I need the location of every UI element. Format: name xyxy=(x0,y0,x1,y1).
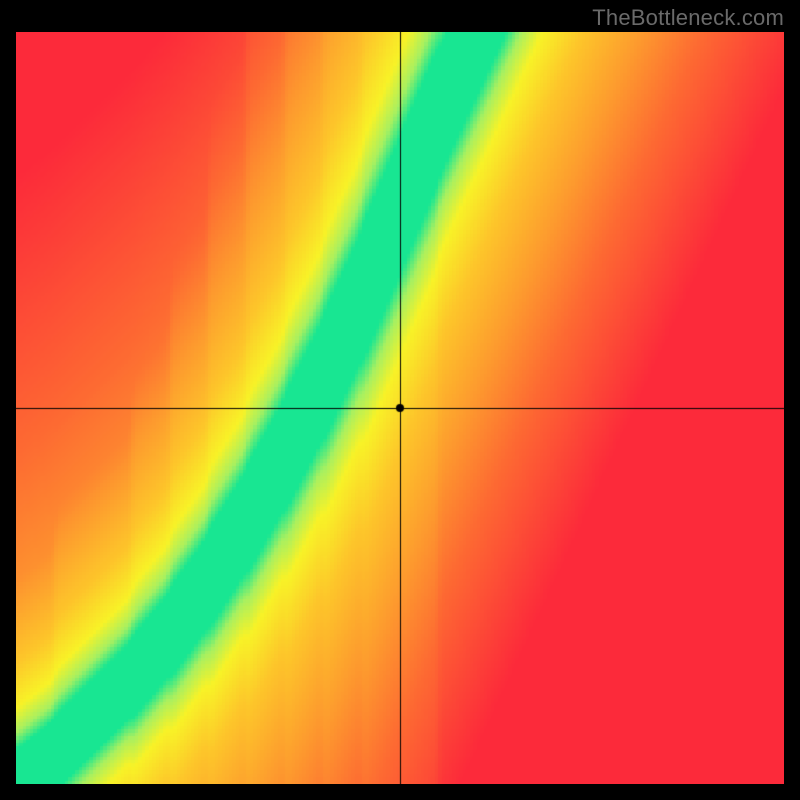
heatmap-canvas xyxy=(16,32,784,784)
heatmap-plot xyxy=(16,32,784,784)
watermark-text: TheBottleneck.com xyxy=(592,5,784,31)
chart-container: TheBottleneck.com xyxy=(0,0,800,800)
